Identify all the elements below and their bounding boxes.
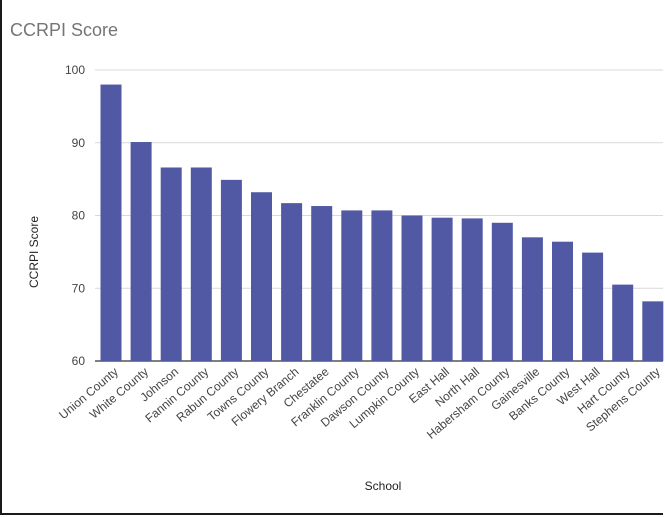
bar — [371, 210, 393, 361]
bar — [491, 222, 513, 361]
y-tick-label: 90 — [72, 136, 86, 150]
bar — [431, 217, 453, 361]
y-tick-label: 70 — [72, 281, 86, 295]
y-axis-ticks: 60 70 80 90 100 — [65, 63, 85, 368]
bar — [281, 203, 303, 361]
bar — [160, 167, 182, 361]
bars — [100, 84, 664, 362]
y-tick-label: 80 — [72, 209, 86, 223]
y-tick-label: 100 — [65, 63, 85, 77]
bar — [100, 84, 122, 362]
bar — [130, 142, 152, 361]
bar — [401, 215, 423, 361]
bar — [552, 241, 573, 361]
x-axis-label: School — [365, 479, 402, 493]
bar — [190, 167, 212, 361]
chart-title: CCRPI Score — [10, 20, 119, 40]
bar — [311, 206, 333, 361]
bar — [251, 192, 272, 361]
bar — [612, 284, 634, 361]
y-tick-label: 60 — [72, 354, 86, 368]
bar — [220, 179, 242, 361]
bar — [521, 237, 543, 361]
bar — [642, 301, 664, 361]
bar — [582, 252, 604, 361]
y-axis-label: CCRPI Score — [27, 216, 41, 288]
bar — [341, 210, 363, 361]
bar — [461, 218, 483, 361]
